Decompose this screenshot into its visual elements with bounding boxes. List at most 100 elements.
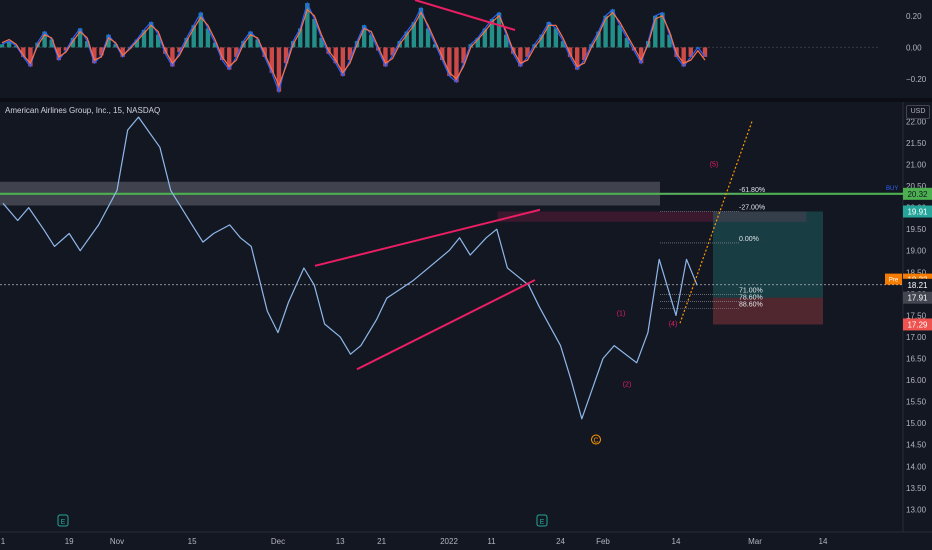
histogram-bar [567,47,573,57]
histogram-bar [610,9,615,48]
osc-tick-label: 0.20 [906,12,922,21]
fib-label: 71.00% [739,288,763,295]
histogram-bar [106,34,111,48]
price-badge [903,318,932,331]
time-tick-label: 2022 [440,537,458,546]
time-tick-label: Mar [748,537,762,546]
wave-label: (2) [623,382,632,389]
histogram-bar [681,47,686,67]
histogram-bar [539,34,544,48]
histogram-bar [219,47,225,61]
osc-tick-label: −0.20 [906,75,927,84]
histogram-bar [340,47,346,76]
histogram-bar [582,47,587,61]
histogram-bar [383,47,388,67]
pre-tag [885,273,902,285]
time-tick-label: 15 [188,537,197,546]
histogram-bar [283,47,289,64]
histogram-bar [42,31,47,48]
time-tick-label: 1 [1,537,6,546]
histogram-bar [574,47,580,70]
histogram-bar [276,47,282,92]
histogram-bar [432,44,438,48]
price-badge-label: 17.29 [907,320,928,329]
currency-button[interactable]: USD [906,105,930,119]
histogram-bar [77,28,83,48]
price-tick-label: 21.00 [906,161,927,170]
price-tick-label: 17.50 [906,311,927,320]
histogram-bar [141,30,147,48]
histogram-bar [120,47,125,57]
price-tick-label: 21.50 [906,139,927,148]
price-tick-label: 16.00 [906,376,927,385]
histogram-bar [440,47,445,61]
histogram-bar [411,22,417,48]
price-badge [903,187,932,200]
histogram-bar [305,3,310,48]
histogram-bar [418,7,424,48]
price-badge [903,278,932,291]
panel-divider[interactable] [0,98,932,102]
histogram-bar [319,37,324,48]
histogram-bar [667,34,672,48]
histogram-bar [134,39,140,48]
price-line [2,116,698,420]
event-marker-label: E [61,519,66,526]
histogram-bar [525,47,530,57]
histogram-bar [63,47,69,51]
price-panel: 22.0021.5021.0020.5020.0019.5019.0018.50… [0,102,932,546]
price-tick-label: 15.50 [906,398,927,407]
fib-label: -27.00% [739,204,765,211]
histogram-bar [0,44,5,48]
histogram-bar [454,47,459,83]
time-tick-label: 24 [556,537,565,546]
histogram-bar [85,41,90,48]
histogram-bar [262,47,267,57]
wedge-upper-trendline [314,208,541,267]
histogram-bar [624,37,630,48]
price-tick-label: 18.50 [906,268,927,277]
histogram-bar [518,47,523,67]
histogram-bar [553,28,559,48]
price-badge-label: 20.32 [907,190,928,199]
time-tick-label: 14 [672,537,681,546]
histogram-bar [92,47,97,64]
histogram-bar [589,44,594,48]
histogram-bar [269,47,275,73]
histogram-bar [503,34,509,48]
histogram-bar [212,42,218,48]
price-badge-label: 19.91 [907,207,928,216]
price-tick-label: 13.50 [906,484,927,493]
histogram-bar [617,25,622,48]
histogram-bar [532,44,537,48]
price-tick-label: 14.50 [906,441,927,450]
histogram-bar [369,34,374,48]
histogram-bar [198,12,204,48]
price-tick-label: 14.00 [906,462,927,471]
price-badge-label: 17.91 [907,294,928,303]
wave-label: (1) [617,310,626,317]
fib-label: -61.80% [739,187,765,194]
histogram-bar [333,47,338,64]
histogram-bar [49,39,54,48]
histogram-bar [447,47,452,76]
chart-title: American Airlines Group, Inc., 15, NASDA… [5,106,161,115]
oscillator-divergence-line [414,0,516,31]
histogram-bar [113,44,118,48]
histogram-bar [227,47,232,70]
supply-zone [497,211,807,222]
wedge-lower-trendline [356,279,536,371]
histogram-bar [148,22,154,48]
histogram-bar [28,47,33,67]
histogram-bar [560,41,566,48]
histogram-bar [653,15,658,48]
time-tick-label: 11 [487,537,496,546]
pre-tag-label: Pre [889,278,899,284]
wave-label: (5) [710,162,719,169]
target-zone [713,211,823,298]
histogram-bar [638,47,644,64]
price-tick-label: 19.00 [906,247,927,256]
histogram-bar [6,41,12,48]
time-tick-label: 13 [336,537,345,546]
